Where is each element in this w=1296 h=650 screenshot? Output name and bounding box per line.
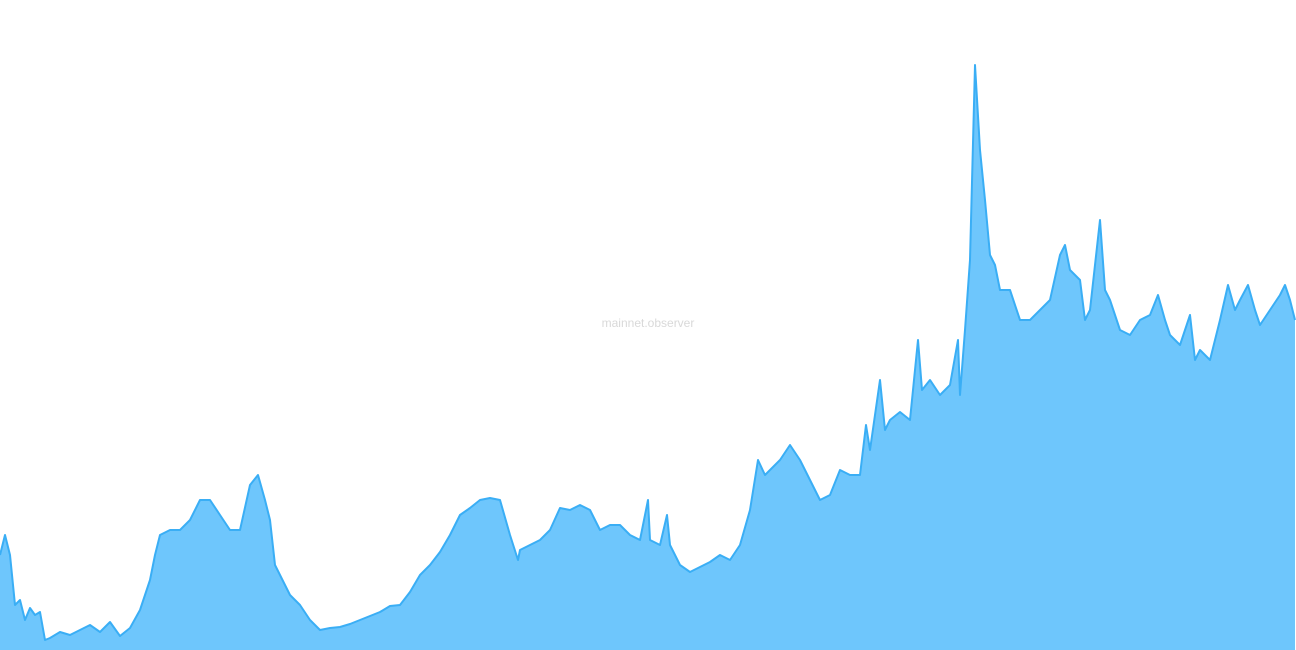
area-fill: [0, 65, 1295, 650]
area-line: [0, 64, 1296, 641]
watermark: mainnet.observer: [602, 316, 695, 330]
